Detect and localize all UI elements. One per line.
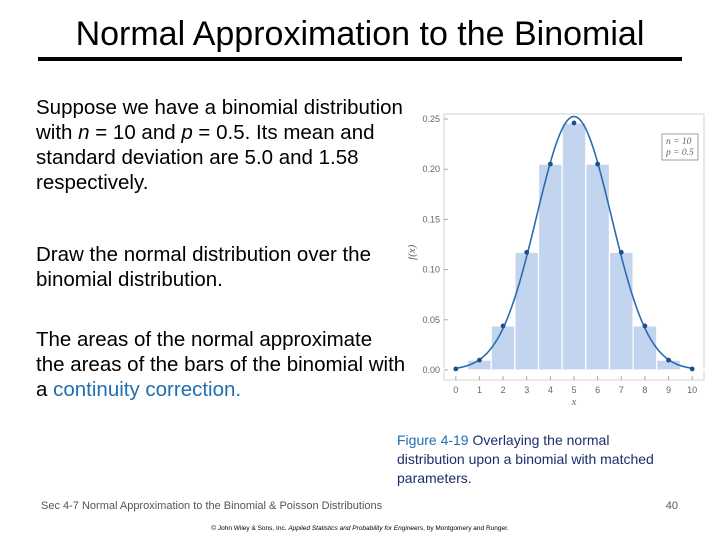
point-x-7 xyxy=(618,249,624,255)
p1-text-b: = 10 and xyxy=(89,121,182,144)
figure-caption-text: Overlaying the normal distribution upon … xyxy=(397,432,654,486)
point-x-3 xyxy=(524,249,530,255)
x-tick-label: 1 xyxy=(477,385,482,395)
y-tick-label: 0.25 xyxy=(422,114,440,124)
point-x-8 xyxy=(642,323,648,329)
figure-number: Figure 4-19 xyxy=(397,432,469,448)
figure-caption: Figure 4-19 Overlaying the normal distri… xyxy=(397,431,672,488)
point-x-6 xyxy=(595,161,601,167)
legend-box xyxy=(661,133,699,161)
y-tick-label: 0.00 xyxy=(422,365,440,375)
copyright-credit: © John Wiley & Sons, Inc. Applied Statis… xyxy=(0,525,720,532)
y-axis-label: f(x) xyxy=(408,244,418,260)
y-tick-label: 0.05 xyxy=(422,315,440,325)
page-number: 40 xyxy=(665,500,678,512)
p1-p: p xyxy=(181,121,193,144)
x-tick-label: 4 xyxy=(548,385,553,395)
x-tick-label: 10 xyxy=(687,385,697,395)
slide-footer: Sec 4-7 Normal Approximation to the Bino… xyxy=(41,500,383,512)
normal-curve xyxy=(455,115,693,370)
bar-x-8 xyxy=(632,325,658,371)
y-tick-label: 0.10 xyxy=(422,265,440,275)
x-tick-label: 0 xyxy=(453,385,458,395)
credit-text-b: , by Montgomery and Runger. xyxy=(423,525,509,532)
point-x-4 xyxy=(547,161,553,167)
point-x-10 xyxy=(689,366,695,372)
p3-text: The areas of the normal approximate the … xyxy=(36,328,406,401)
y-tick-label: 0.15 xyxy=(422,214,440,224)
continuity-correction-link[interactable]: continuity correction. xyxy=(53,378,242,401)
paragraph-continuity: The areas of the normal approximate the … xyxy=(36,327,406,402)
legend-entry: n = 10 xyxy=(666,137,692,147)
slide-title: Normal Approximation to the Binomial xyxy=(75,15,645,53)
title-underline xyxy=(38,57,682,61)
point-x-1 xyxy=(477,357,482,363)
x-tick-label: 8 xyxy=(642,385,647,395)
point-x-0 xyxy=(453,366,459,372)
point-x-2 xyxy=(500,323,506,329)
x-tick-label: 3 xyxy=(524,385,529,395)
p1-text-a: Suppose we have a binomial distribution … xyxy=(36,96,403,144)
credit-book-title: Applied Statistics and Probability for E… xyxy=(288,525,424,532)
legend-entry: p = 0.5 xyxy=(665,148,694,158)
bar-x-3 xyxy=(514,251,540,371)
p1-text-c: = 0.5. Its mean and standard deviation a… xyxy=(36,121,375,194)
p1-n: n xyxy=(78,121,90,144)
x-axis-label: x xyxy=(571,396,577,408)
x-tick-label: 7 xyxy=(619,385,624,395)
bar-x-7 xyxy=(608,251,634,371)
bar-x-5 xyxy=(561,122,587,371)
point-x-5 xyxy=(571,120,577,126)
x-tick-label: 9 xyxy=(666,385,671,395)
bar-x-2 xyxy=(490,325,516,371)
paragraph-binomial-setup: Suppose we have a binomial distribution … xyxy=(36,95,406,195)
x-tick-label: 5 xyxy=(571,385,576,395)
x-tick-label: 6 xyxy=(595,385,600,395)
x-tick-label: 2 xyxy=(501,385,506,395)
point-x-9 xyxy=(666,357,671,363)
paragraph-draw-normal: Draw the normal distribution over the bi… xyxy=(36,243,371,291)
credit-text-a: © John Wiley & Sons, Inc. xyxy=(211,525,289,532)
binomial-normal-chart: 0.00 0.05 0.10 0.15 0.20 0.25 0 1 2 3 4 5 6 7 8 9 10 x f(x… xyxy=(408,113,705,408)
y-tick-label: 0.20 xyxy=(422,164,440,174)
